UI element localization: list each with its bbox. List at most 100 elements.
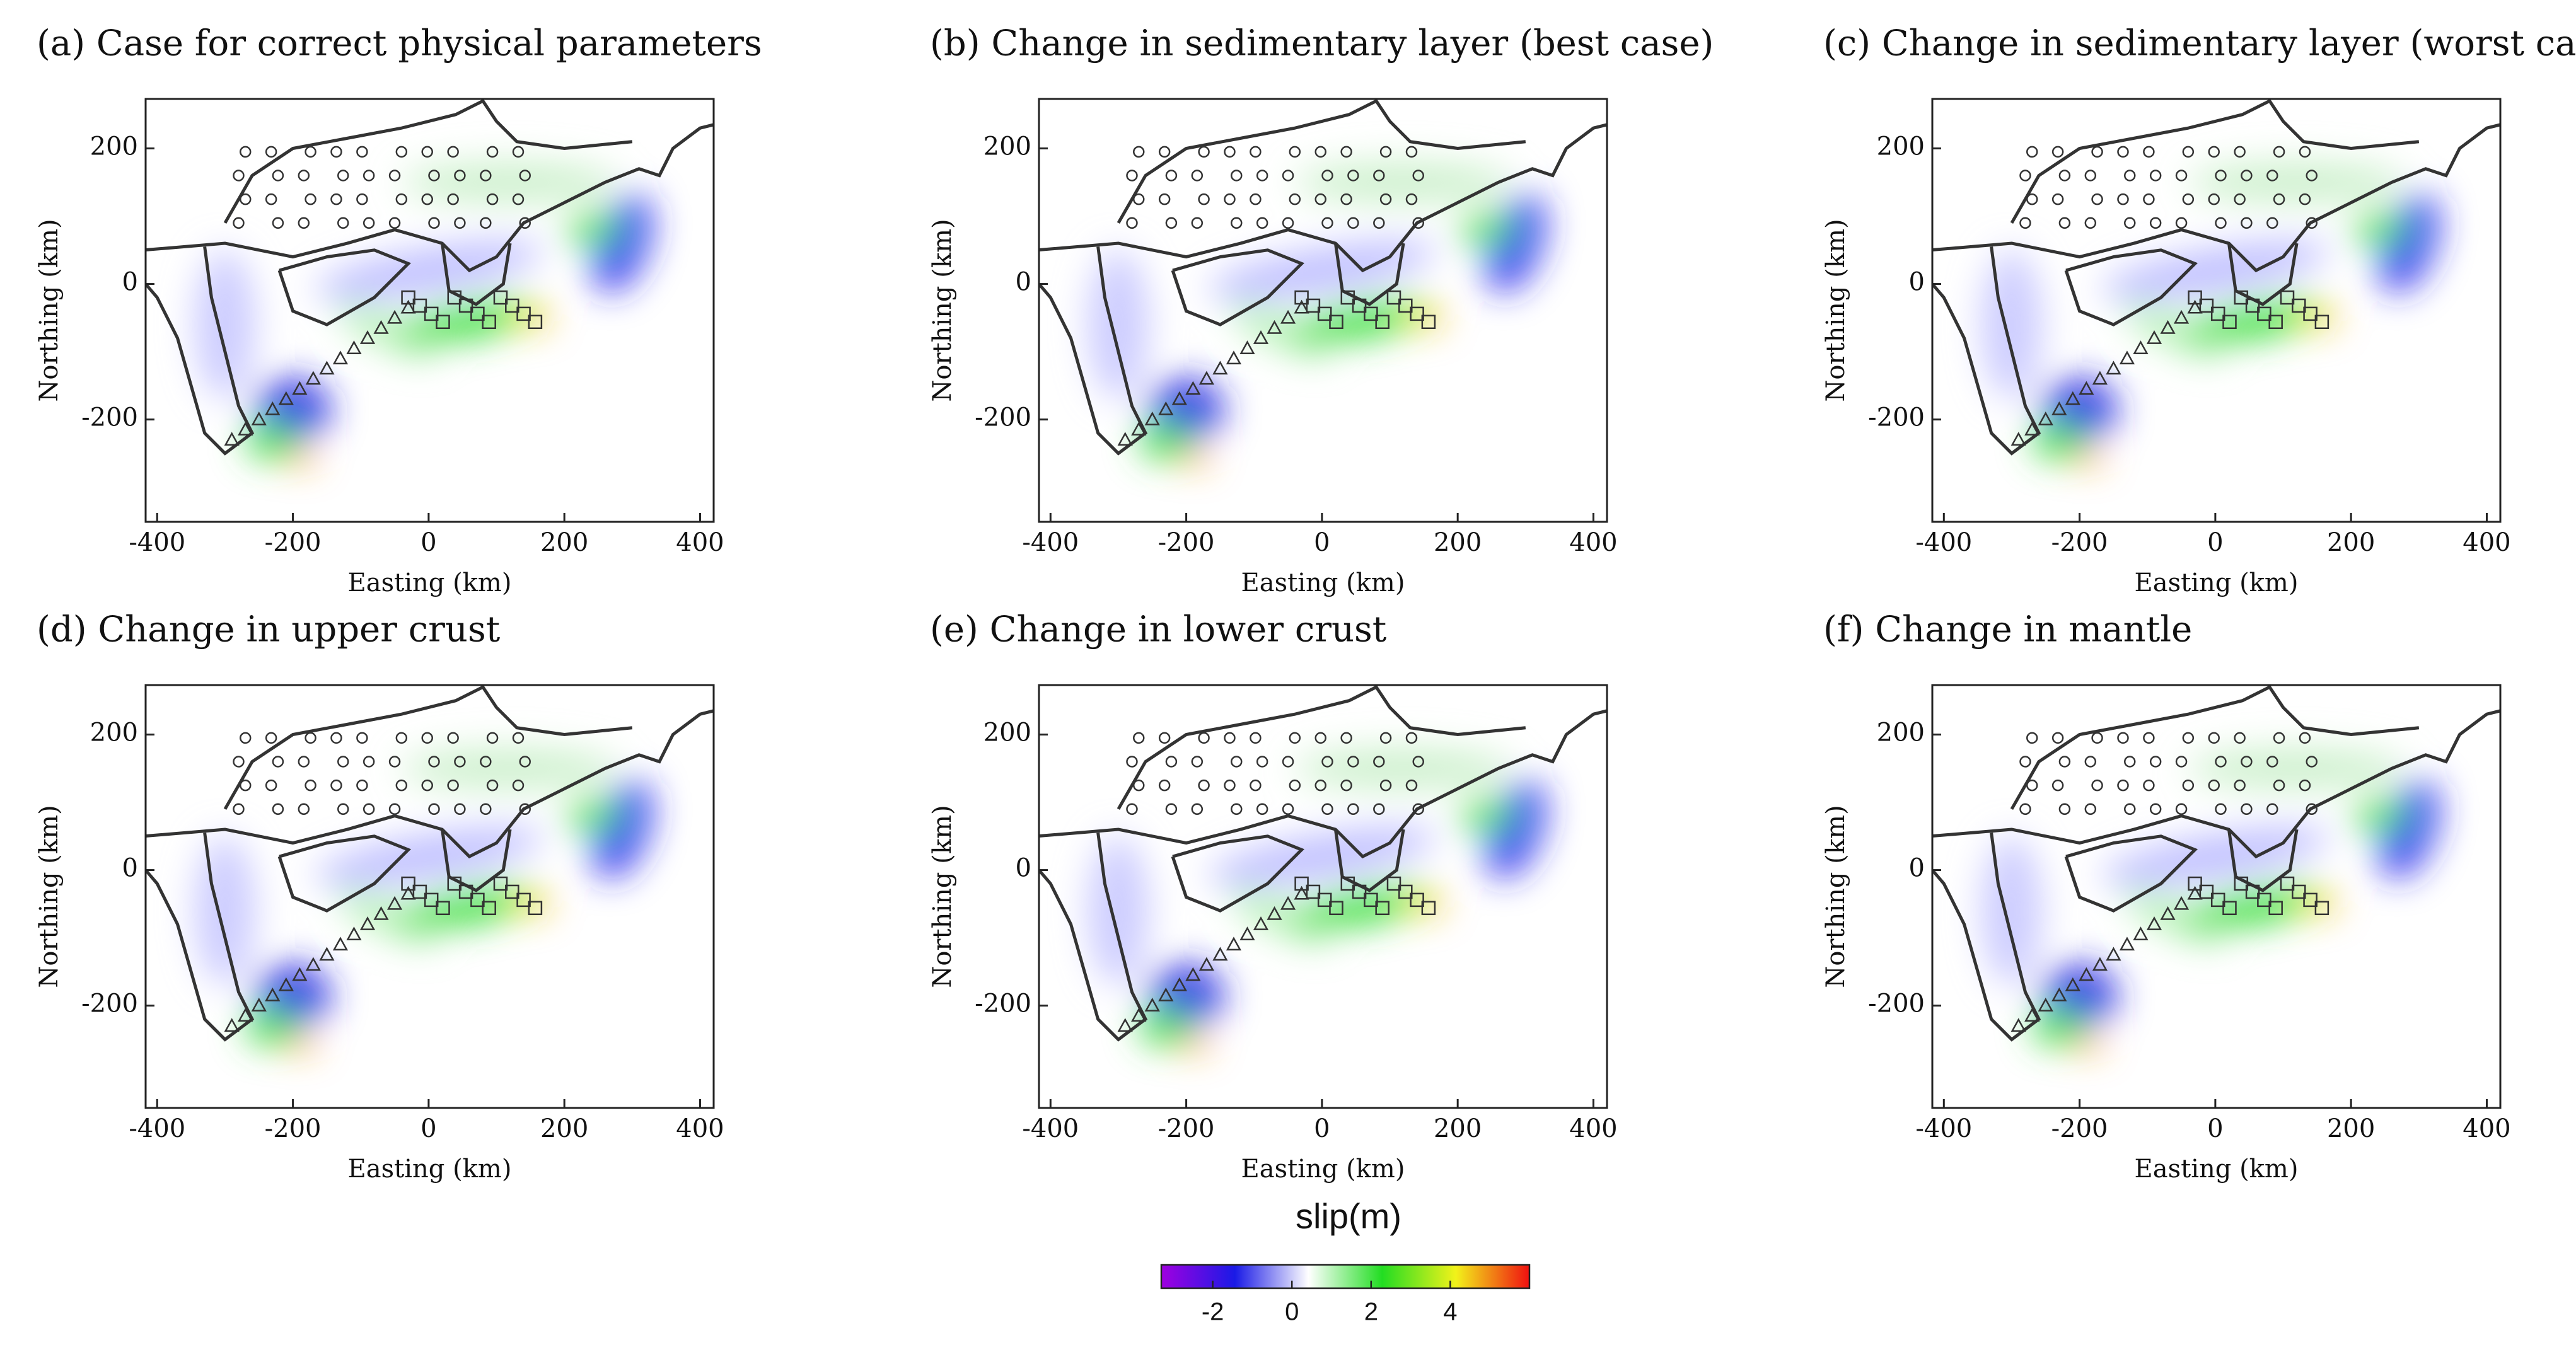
station-marker bbox=[272, 217, 284, 229]
coastline bbox=[2227, 243, 2299, 306]
station-marker bbox=[337, 217, 349, 229]
station-marker bbox=[239, 732, 252, 744]
plot-frame bbox=[1931, 684, 2502, 1109]
y-tick-label: 200 bbox=[983, 132, 1031, 161]
coastline bbox=[2064, 834, 2198, 913]
station-marker bbox=[1191, 217, 1204, 229]
station-marker bbox=[239, 779, 252, 792]
station-marker bbox=[2051, 779, 2064, 792]
station-marker bbox=[265, 779, 277, 792]
coastline bbox=[440, 243, 512, 306]
colorbar-label: slip(m) bbox=[1296, 1196, 1401, 1236]
station-marker bbox=[233, 170, 245, 182]
ocean-station bbox=[1226, 937, 1242, 951]
seafloor-station bbox=[2188, 876, 2202, 891]
seafloor-station bbox=[2280, 290, 2295, 305]
x-axis-label: Easting (km) bbox=[2135, 568, 2299, 597]
slip-patch bbox=[1208, 241, 1436, 300]
slip-patch bbox=[315, 827, 543, 886]
station-marker bbox=[1256, 217, 1268, 229]
seafloor-station bbox=[505, 298, 519, 313]
slip-patch bbox=[2188, 162, 2406, 203]
slip-patch bbox=[2076, 1034, 2104, 1051]
station-marker bbox=[395, 146, 408, 158]
y-tick-label: 0 bbox=[1016, 854, 1031, 883]
ocean-station bbox=[346, 926, 362, 940]
station-marker bbox=[1412, 803, 1424, 816]
station-marker bbox=[1373, 756, 1385, 768]
ocean-station bbox=[2010, 432, 2026, 446]
y-axis-label: Northing (km) bbox=[1821, 805, 1850, 988]
station-marker bbox=[1250, 146, 1262, 158]
station-marker bbox=[2149, 756, 2162, 768]
coastline bbox=[223, 99, 633, 224]
x-tick-label: 200 bbox=[1434, 1114, 1482, 1143]
station-marker bbox=[2091, 732, 2103, 744]
seafloor-station bbox=[1329, 314, 1343, 330]
station-marker bbox=[1231, 217, 1243, 229]
station-marker bbox=[428, 756, 440, 768]
seafloor-station bbox=[1375, 314, 1390, 330]
station-marker bbox=[1250, 779, 1262, 792]
station-marker bbox=[512, 779, 525, 792]
ocean-station bbox=[1226, 350, 1242, 365]
station-marker bbox=[2124, 803, 2136, 816]
station-marker bbox=[2143, 779, 2155, 792]
ocean-station bbox=[251, 412, 267, 425]
seafloor-station bbox=[1410, 892, 1424, 908]
station-marker bbox=[2026, 779, 2038, 792]
x-axis-label: Easting (km) bbox=[1241, 1155, 1405, 1184]
ocean-station bbox=[400, 885, 416, 900]
station-marker bbox=[1347, 803, 1359, 816]
x-tick-label: -400 bbox=[1915, 528, 1972, 557]
plot-frame bbox=[1038, 684, 1608, 1109]
y-tick-label: -200 bbox=[975, 403, 1031, 432]
slip-patch bbox=[289, 448, 317, 465]
x-tick-label: 0 bbox=[421, 1114, 436, 1143]
ocean-station bbox=[346, 340, 362, 354]
station-marker bbox=[1373, 803, 1385, 816]
station-marker bbox=[2208, 732, 2220, 744]
station-marker bbox=[1373, 217, 1385, 229]
seafloor-station bbox=[516, 306, 531, 321]
slip-patch bbox=[401, 162, 619, 203]
x-axis-label: Easting (km) bbox=[348, 568, 512, 597]
station-marker bbox=[305, 732, 316, 744]
ocean-station bbox=[238, 1008, 253, 1022]
ocean-station bbox=[386, 309, 403, 324]
y-tick-label: 200 bbox=[1877, 718, 1925, 747]
station-marker bbox=[2175, 170, 2188, 182]
ocean-station bbox=[2079, 381, 2094, 395]
station-marker bbox=[1340, 779, 1352, 792]
y-axis-label: Northing (km) bbox=[35, 219, 64, 401]
ocean-station bbox=[305, 957, 322, 971]
station-marker bbox=[519, 217, 531, 229]
x-tick-label: 400 bbox=[676, 1114, 724, 1143]
ocean-station bbox=[373, 320, 389, 334]
y-tick-label: -200 bbox=[1868, 403, 1925, 432]
seafloor-station bbox=[2199, 298, 2214, 313]
seafloor-station bbox=[2268, 901, 2283, 916]
station-marker bbox=[2299, 732, 2311, 744]
station-marker bbox=[1314, 193, 1326, 205]
ocean-station bbox=[1158, 987, 1174, 1001]
station-marker bbox=[1132, 779, 1145, 792]
station-marker bbox=[1132, 193, 1145, 205]
station-marker bbox=[447, 146, 459, 158]
x-tick-label: -200 bbox=[2051, 1114, 2108, 1143]
seafloor-station bbox=[2234, 290, 2249, 305]
coastline bbox=[146, 123, 714, 273]
station-marker bbox=[1126, 803, 1138, 816]
station-marker bbox=[395, 193, 408, 205]
seafloor-station bbox=[1340, 290, 1355, 305]
station-marker bbox=[1282, 217, 1294, 229]
x-tick-label: 200 bbox=[540, 1114, 588, 1143]
seafloor-station bbox=[1317, 306, 1332, 321]
station-marker bbox=[447, 779, 459, 792]
ocean-station bbox=[332, 937, 349, 951]
seafloor-station bbox=[2314, 314, 2329, 330]
seafloor-station bbox=[1386, 876, 1401, 891]
station-marker bbox=[2241, 756, 2253, 768]
ocean-station bbox=[1131, 1008, 1147, 1022]
station-marker bbox=[2175, 217, 2188, 229]
